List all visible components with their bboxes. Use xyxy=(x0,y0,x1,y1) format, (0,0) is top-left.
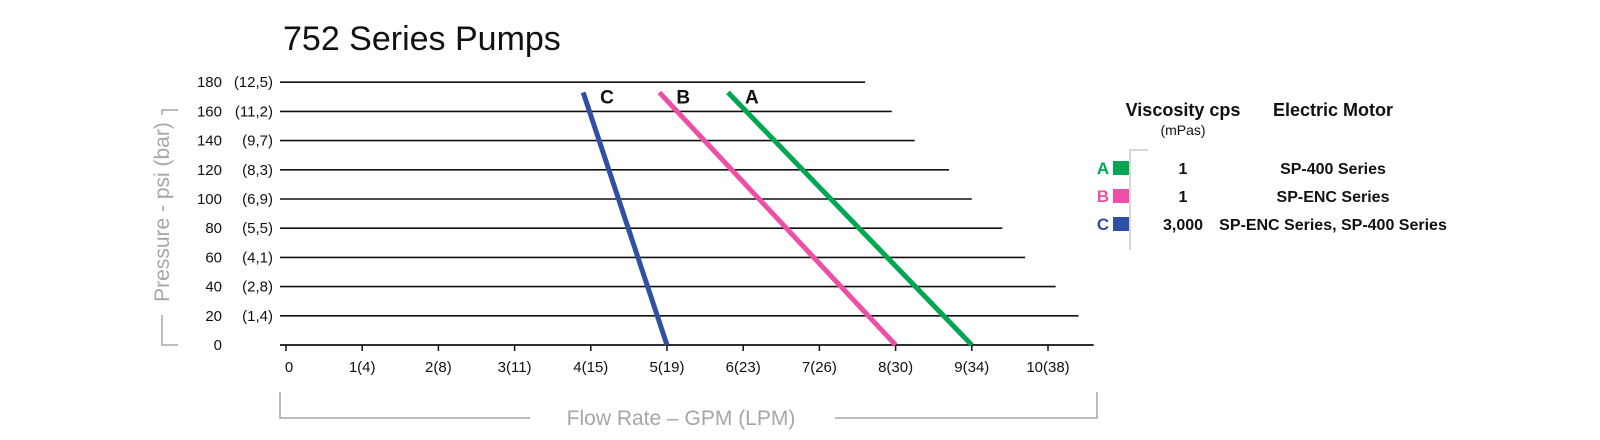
series-label-c: C xyxy=(600,87,614,108)
y-tick-bar: (5,5) xyxy=(242,220,273,237)
y-tick-bar: (4,1) xyxy=(242,249,273,266)
x-tick-label: 1(4) xyxy=(349,359,376,376)
legend-bracket xyxy=(1129,149,1148,250)
y-tick-psi: 60 xyxy=(205,249,222,266)
y-axis-title: Pressure - psi (bar) xyxy=(151,122,174,302)
legend-letter-a: A xyxy=(1097,159,1109,178)
legend-swatch-a xyxy=(1113,161,1129,175)
y-tick-psi: 0 xyxy=(214,337,222,354)
y-tick-psi: 140 xyxy=(197,133,222,150)
y-tick-psi: 40 xyxy=(205,279,222,296)
series-line-b xyxy=(657,90,898,347)
x-tick-label: 8(30) xyxy=(878,359,913,376)
x-tick-label: 3(11) xyxy=(498,359,532,376)
x-tick-label: 4(15) xyxy=(573,359,608,376)
y-tick-psi: 80 xyxy=(205,220,222,237)
y-tick-psi: 180 xyxy=(197,74,222,91)
legend-letter-c: C xyxy=(1097,215,1109,234)
legend-motor-value: SP-400 Series xyxy=(1280,161,1386,178)
legend: Viscosity cps (mPas) Electric Motor A 1 SP… xyxy=(1097,100,1447,250)
x-tick-label: 10(38) xyxy=(1026,359,1069,376)
x-axis: 0 1(4) 2(8) 3(11) 4(15) 5(19) 6(23) 7(26) 8(30) 9… xyxy=(280,344,1094,376)
y-tick-bar: (12,5) xyxy=(234,74,273,91)
y-tick-bar: (1,4) xyxy=(242,308,273,325)
legend-motor-header: Electric Motor xyxy=(1273,100,1393,120)
x-tick-label: 6(23) xyxy=(726,359,761,376)
x-tick-label: 5(19) xyxy=(649,359,684,376)
x-tick-label: 0 xyxy=(285,359,293,376)
y-tick-psi: 160 xyxy=(197,103,222,120)
y-tick-bar: (6,9) xyxy=(242,191,273,208)
legend-viscosity-unit: (mPas) xyxy=(1160,122,1205,138)
series-label-b: B xyxy=(676,87,690,108)
legend-motor-value: SP-ENC Series xyxy=(1277,189,1390,206)
legend-swatch-b xyxy=(1113,189,1129,203)
y-tick-bar: (8,3) xyxy=(242,162,273,179)
legend-letter-b: B xyxy=(1097,187,1109,206)
x-tick-label: 9(34) xyxy=(954,359,989,376)
legend-rows: A 1 SP-400 Series B 1 SP-ENC Series C 3,000 SP-E… xyxy=(1097,159,1447,234)
x-axis-title: Flow Rate – GPM (LPM) xyxy=(567,407,796,430)
legend-swatch-c xyxy=(1113,217,1129,231)
legend-viscosity-header: Viscosity cps xyxy=(1126,100,1241,120)
series-line-c xyxy=(580,91,670,346)
chart-title: 752 Series Pumps xyxy=(283,20,561,58)
x-tick-label: 7(26) xyxy=(802,359,837,376)
y-tick-psi: 120 xyxy=(197,162,222,179)
y-tick-bar: (11,2) xyxy=(235,103,273,120)
legend-motor-value: SP-ENC Series, SP-400 Series xyxy=(1219,217,1447,234)
legend-viscosity-value: 1 xyxy=(1179,161,1188,178)
series-label-a: A xyxy=(745,87,759,108)
legend-viscosity-value: 1 xyxy=(1179,189,1188,206)
y-axis-title-group: Pressure - psi (bar) xyxy=(148,109,178,346)
series-line-a xyxy=(726,90,974,347)
legend-viscosity-value: 3,000 xyxy=(1163,217,1203,234)
x-tick-label: 2(8) xyxy=(425,359,452,376)
series-lines: A B C xyxy=(580,87,974,347)
x-axis-title-group: Flow Rate – GPM (LPM) xyxy=(279,392,1098,431)
y-axis-ticks: 0 20 (1,4) 40 (2,8) 60 (4,1) 80 (5,5) 100 (6,9) 120… xyxy=(197,74,273,354)
y-tick-bar: (2,8) xyxy=(242,279,273,296)
y-tick-psi: 20 xyxy=(205,308,222,325)
y-tick-psi: 100 xyxy=(197,191,222,208)
gridlines xyxy=(280,81,1079,317)
y-tick-bar: (9,7) xyxy=(242,133,273,150)
